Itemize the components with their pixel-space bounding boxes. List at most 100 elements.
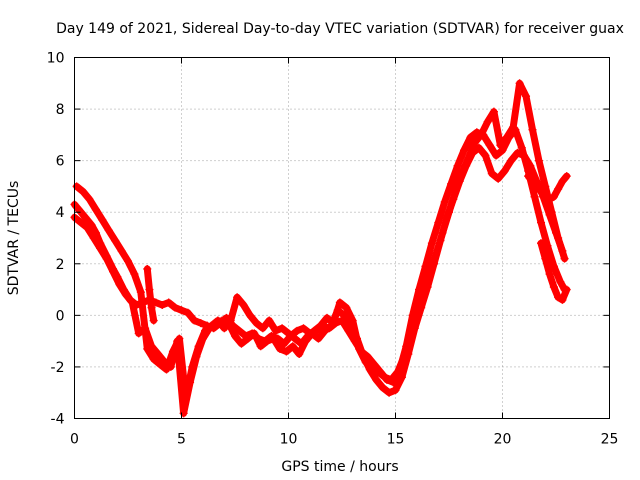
data-point bbox=[149, 355, 158, 364]
data-point bbox=[158, 301, 167, 310]
data-point bbox=[145, 285, 154, 294]
y-tick-label: 8 bbox=[56, 102, 65, 118]
data-point bbox=[233, 293, 242, 302]
data-point bbox=[85, 195, 94, 204]
data-point bbox=[457, 169, 466, 178]
data-point bbox=[537, 239, 546, 248]
data-point bbox=[297, 339, 306, 348]
data-point bbox=[470, 138, 479, 147]
data-point bbox=[374, 368, 383, 377]
data-point bbox=[320, 326, 329, 335]
data-point bbox=[183, 308, 192, 317]
data-point bbox=[136, 288, 145, 297]
x-tick-label: 15 bbox=[387, 432, 405, 448]
data-point bbox=[528, 177, 537, 186]
data-point bbox=[181, 393, 190, 402]
data-point bbox=[530, 192, 539, 201]
data-point bbox=[194, 342, 203, 351]
data-point bbox=[226, 316, 235, 325]
data-point bbox=[492, 151, 501, 160]
data-point bbox=[513, 148, 522, 157]
data-point bbox=[515, 79, 524, 88]
data-point bbox=[171, 303, 180, 312]
data-point bbox=[419, 290, 428, 299]
data-point bbox=[237, 339, 246, 348]
data-point bbox=[117, 246, 126, 255]
data-point bbox=[250, 329, 259, 338]
data-point bbox=[288, 342, 297, 351]
x-tick-label: 10 bbox=[280, 432, 298, 448]
data-point bbox=[271, 326, 280, 335]
data-point bbox=[149, 316, 158, 325]
data-point bbox=[342, 303, 351, 312]
data-point bbox=[541, 182, 550, 191]
data-point bbox=[121, 290, 130, 299]
data-point bbox=[177, 306, 186, 315]
data-point bbox=[509, 123, 518, 132]
data-point bbox=[231, 331, 239, 340]
series-layer bbox=[70, 79, 571, 418]
series-band bbox=[524, 172, 571, 203]
data-point bbox=[549, 192, 558, 201]
data-point bbox=[466, 133, 475, 142]
series-band bbox=[143, 265, 158, 324]
data-point bbox=[258, 324, 267, 333]
y-tick-label: -4 bbox=[51, 412, 65, 428]
data-point bbox=[290, 334, 299, 343]
data-point bbox=[252, 319, 261, 328]
data-point bbox=[434, 218, 443, 227]
data-point bbox=[412, 311, 421, 320]
data-point bbox=[558, 177, 567, 186]
data-point bbox=[477, 130, 486, 139]
data-point bbox=[162, 365, 171, 374]
data-point bbox=[453, 161, 462, 170]
data-point bbox=[528, 125, 537, 134]
data-point bbox=[143, 344, 152, 353]
y-tick-label: 10 bbox=[47, 51, 65, 67]
data-point bbox=[496, 141, 505, 150]
data-point bbox=[517, 143, 526, 152]
data-point bbox=[310, 326, 319, 335]
data-point bbox=[207, 321, 216, 330]
data-point bbox=[104, 226, 113, 235]
data-point bbox=[554, 234, 563, 242]
data-point bbox=[451, 187, 460, 196]
data-point bbox=[464, 154, 473, 163]
data-point bbox=[547, 208, 556, 217]
data-point bbox=[487, 169, 496, 178]
data-point bbox=[421, 262, 430, 271]
data-point bbox=[128, 298, 137, 307]
data-point bbox=[213, 316, 222, 325]
data-point bbox=[541, 254, 550, 263]
data-point bbox=[239, 301, 248, 310]
data-point bbox=[109, 267, 118, 276]
data-point bbox=[522, 92, 531, 101]
data-point bbox=[481, 151, 490, 160]
data-point bbox=[502, 133, 511, 142]
data-point bbox=[111, 236, 120, 245]
data-point bbox=[485, 141, 494, 150]
data-point bbox=[201, 326, 210, 335]
data-point bbox=[235, 326, 244, 335]
y-tick-label: -2 bbox=[51, 360, 65, 376]
data-point bbox=[280, 339, 289, 348]
data-point bbox=[549, 262, 558, 271]
data-point bbox=[445, 208, 453, 217]
data-point bbox=[81, 213, 90, 222]
data-point bbox=[549, 282, 558, 291]
data-point bbox=[323, 313, 332, 322]
data-point bbox=[282, 347, 291, 356]
data-point bbox=[220, 324, 229, 333]
chart-title: Day 149 of 2021, Sidereal Day-to-day VTE… bbox=[56, 21, 624, 37]
data-point bbox=[275, 344, 284, 353]
data-point bbox=[102, 254, 111, 263]
x-tick-label: 25 bbox=[601, 432, 619, 448]
data-point bbox=[532, 182, 541, 191]
data-point bbox=[76, 218, 85, 227]
data-point bbox=[83, 223, 92, 232]
data-point bbox=[483, 117, 492, 126]
data-point bbox=[314, 334, 323, 343]
data-point bbox=[72, 182, 81, 191]
data-point bbox=[541, 192, 550, 201]
